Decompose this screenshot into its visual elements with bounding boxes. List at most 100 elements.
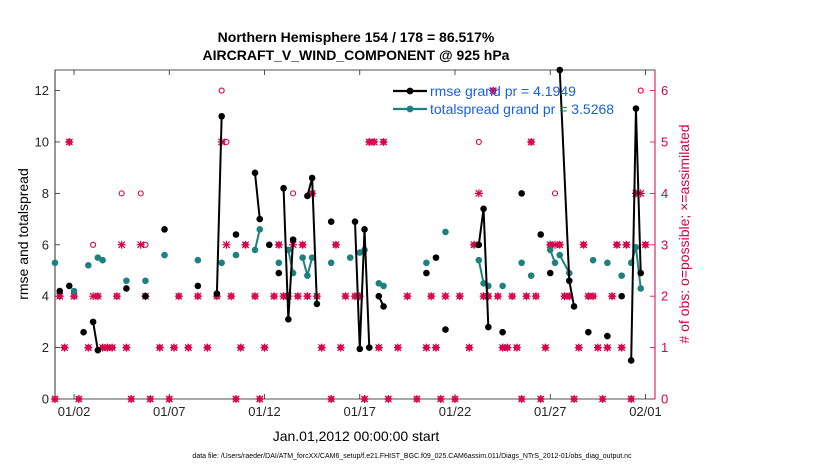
totalspread-point [518,259,525,267]
totalspread-point [618,272,625,279]
obs-assimilated-point [98,343,107,352]
totalspread-point [527,272,535,279]
totalspread-point [123,277,130,285]
obs-assimilated-point [541,343,550,352]
legend: rmse grand pr = 4.1949 totalspread grand… [393,83,614,117]
rmse-point [194,282,202,290]
x-tick-label: 01/27 [534,404,567,419]
obs-assimilated-point [355,292,364,301]
obs-possible-point [551,190,559,197]
obs-assimilated-point [155,343,164,352]
rmse-point [280,184,287,192]
rmse-point [80,328,87,336]
obs-assimilated-point [55,292,64,301]
totalspread-point [546,246,554,254]
obs-assimilated-point [617,343,626,352]
rmse-point [289,236,297,243]
obs-assimilated-point [384,395,393,403]
obs-assimilated-point [551,240,559,249]
chart-subtitle: AIRCRAFT_V_WIND_COMPONENT @ 925 hPa [203,47,510,63]
totalspread-point [194,256,202,264]
obs-assimilated-point [51,395,59,403]
rmse-line [215,116,223,294]
obs-assimilated-point [65,137,74,146]
rmse-line [92,321,99,351]
rmse-point [546,269,554,277]
obs-assimilated-point [136,240,145,249]
obs-assimilated-point [251,292,259,301]
obs-assimilated-point [412,395,421,403]
obs-assimilated-point [341,292,350,301]
obs-possible-point [290,190,297,197]
totalspread-point [251,246,259,254]
obs-assimilated-point [165,395,174,403]
obs-assimilated-point [536,395,545,403]
y-tick-label: 4 [42,289,49,304]
obs-assimilated-point [612,240,621,249]
rmse-point [565,277,573,285]
obs-assimilated-point [422,343,431,352]
legend-rmse-label: rmse grand pr = 4.1949 [430,83,576,99]
rmse-point [570,303,578,310]
obs-assimilated-point [279,292,288,301]
totalspread-line [558,254,571,274]
obs-assimilated-point [374,343,383,352]
totalspread-point [304,272,311,279]
obs-assimilated-point [360,395,369,403]
obs-assimilated-point [493,292,502,301]
totalspread-line [254,229,261,251]
y-tick-label: 6 [42,237,49,252]
y-tick-label-right: 6 [661,83,668,98]
rmse-point [256,215,264,223]
y-axis-label: rmse and totalspread [15,168,31,300]
obs-assimilated-point [474,189,483,198]
obs-assimilated-point [327,395,336,403]
totalspread-point [142,277,149,285]
obs-assimilated-point [484,292,493,301]
totalspread-point [499,282,506,290]
obs-possible-point [218,87,225,94]
chart-title: Northern Hemisphere 154 / 178 = 86.517% [218,29,495,45]
obs-assimilated-point [365,137,374,146]
totalspread-point [556,251,564,259]
totalspread-point [380,282,387,290]
obs-assimilated-point [427,292,436,301]
rmse-point [432,254,440,261]
rmse-line [254,172,261,220]
y-tick-label: 10 [35,134,49,149]
obs-assimilated-point [641,240,650,249]
obs-assimilated-point [108,343,117,352]
rmse-point [232,231,240,238]
totalspread-point [308,254,316,261]
legend-rmse-marker [406,87,414,95]
y-tick-label: 8 [42,186,49,201]
obs-assimilated-point [122,343,131,352]
obs-assimilated-point [89,292,98,301]
rmse-point [275,269,283,277]
rmse-point [442,326,449,333]
obs-assimilated-point [503,343,512,352]
rmse-series [56,66,645,364]
y-tick-label-right: 3 [661,237,668,252]
rmse-line [630,108,642,361]
rmse-point [627,357,635,364]
obs-assimilated-point [451,395,459,403]
totalspread-point [589,256,597,264]
obs-assimilated-point [70,292,79,301]
obs-assimilated-point [498,343,507,352]
obs-assimilated-point [336,343,345,352]
obs-assimilated-point [593,343,602,352]
obs-assimilated-point [627,395,636,403]
obs-assimilated-point [560,292,569,301]
totalspread-point [51,259,59,267]
legend-totalspread-label: totalspread grand pr = 3.5268 [430,101,614,117]
totalspread-point [85,262,92,269]
obs-possible-point [90,241,97,248]
totalspread-point [99,256,106,264]
rmse-point [537,231,545,238]
rmse-point [499,328,506,336]
obs-assimilated-point [60,343,69,352]
obs-assimilated-point [370,137,379,146]
obs-assimilated-point [255,395,264,403]
totalspread-point [551,259,559,267]
